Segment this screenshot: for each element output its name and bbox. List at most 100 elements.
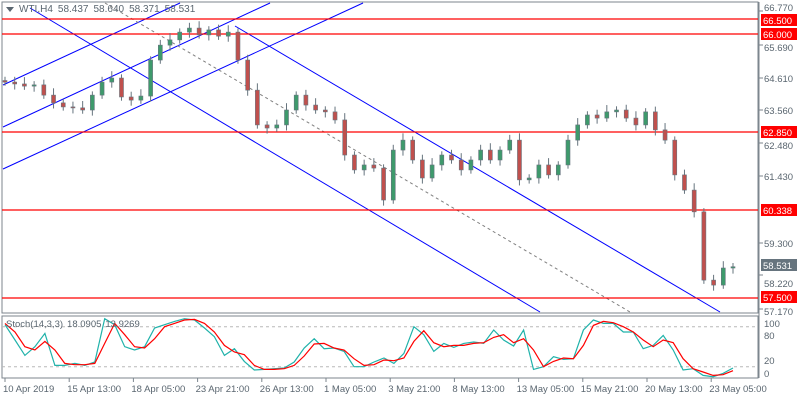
candle: [80, 101, 85, 114]
stochastic-level-label: 100: [764, 319, 780, 330]
candle-body: [449, 154, 454, 161]
candle-body: [109, 77, 115, 83]
candle-body: [458, 159, 464, 171]
candle-body: [643, 111, 648, 126]
candle-body: [313, 104, 318, 111]
time-tick-label: 13 May 05:00: [517, 384, 575, 395]
stochastic-main-value: 18.0905: [67, 319, 102, 330]
time-tick-label: 1 May 05:00: [324, 384, 376, 395]
candle-body: [478, 149, 483, 161]
candle: [371, 158, 377, 172]
candle-body: [575, 124, 580, 141]
candle-body: [255, 89, 260, 126]
candle: [148, 56, 153, 102]
candle-body: [662, 129, 668, 141]
candle: [41, 79, 47, 99]
candle-body: [196, 27, 202, 36]
candle: [332, 106, 338, 124]
stochastic-signal-value: 13.9269: [105, 319, 140, 330]
candle: [458, 153, 464, 176]
candle-body: [284, 109, 289, 126]
candle: [594, 109, 600, 124]
candle-body: [216, 29, 221, 37]
candle: [361, 159, 367, 176]
candle-body: [614, 109, 619, 113]
channel-trendline: [234, 25, 721, 313]
candle-body: [711, 279, 716, 286]
stochastic-main-line: [4, 317, 734, 378]
candle: [2, 76, 8, 86]
candle-body: [400, 139, 406, 151]
candle-body: [303, 94, 309, 106]
candle-body: [682, 174, 687, 191]
candle-body: [158, 44, 163, 61]
candle: [323, 106, 328, 118]
candle-body: [361, 164, 367, 171]
time-tick-label: 23 May 05:00: [709, 384, 767, 395]
candle: [206, 26, 212, 41]
candle: [31, 81, 37, 92]
candle-body: [167, 39, 173, 46]
candle: [390, 144, 396, 204]
candle-body: [80, 107, 85, 111]
candle: [585, 111, 590, 129]
low-value: 58.371: [129, 4, 160, 15]
level-label-bg: [761, 204, 797, 216]
candle-body: [332, 111, 338, 121]
candle: [701, 208, 707, 284]
close-value: 58.531: [164, 4, 196, 15]
candle: [633, 111, 639, 131]
candle: [720, 261, 726, 289]
candle: [167, 33, 173, 51]
candle: [138, 89, 144, 104]
candle: [575, 118, 580, 146]
candle-body: [323, 109, 328, 113]
price-tick-label: 66.770: [764, 3, 793, 14]
level-label-bg: [761, 291, 797, 303]
candle-body: [526, 177, 532, 181]
candle: [99, 76, 105, 99]
channel-midline: [104, 2, 631, 313]
candle-body: [468, 159, 474, 171]
candle-body: [555, 164, 561, 176]
candle-body: [730, 266, 736, 269]
candle: [216, 24, 221, 40]
dropdown-triangle-icon[interactable]: [6, 6, 14, 12]
candle-body: [701, 211, 707, 281]
candle: [51, 88, 56, 109]
stochastic-panel-frame: [1, 315, 759, 379]
candle-body: [497, 149, 503, 161]
candle-body: [235, 31, 241, 61]
channel-trendline: [2, 2, 271, 128]
candle-body: [2, 80, 8, 83]
candle: [70, 101, 76, 114]
candle: [245, 54, 250, 96]
price-tick-label: 63.560: [764, 106, 793, 117]
channel-trendline: [2, 2, 364, 170]
candle: [643, 108, 648, 129]
level-label-bg: [761, 14, 797, 26]
stochastic-level-label: 0: [764, 369, 769, 380]
candle-body: [623, 109, 629, 119]
candle-body: [691, 189, 697, 213]
candle: [623, 104, 629, 122]
candle-body: [41, 84, 47, 96]
stochastic-level-label: 20: [764, 356, 775, 367]
channel-trendline: [29, 7, 541, 313]
candle-body: [429, 164, 435, 179]
candle-body: [653, 111, 658, 131]
candle: [517, 133, 522, 186]
level-label: 66.000: [763, 30, 792, 41]
candle: [449, 149, 454, 164]
candle: [400, 133, 406, 156]
level-label-bg: [761, 28, 797, 40]
level-label: 66.500: [763, 16, 792, 27]
current-price-bg: [761, 259, 797, 271]
candle: [497, 146, 503, 166]
candle: [352, 151, 357, 174]
candle: [711, 274, 716, 291]
candle: [468, 156, 474, 174]
candle-body: [352, 154, 357, 171]
